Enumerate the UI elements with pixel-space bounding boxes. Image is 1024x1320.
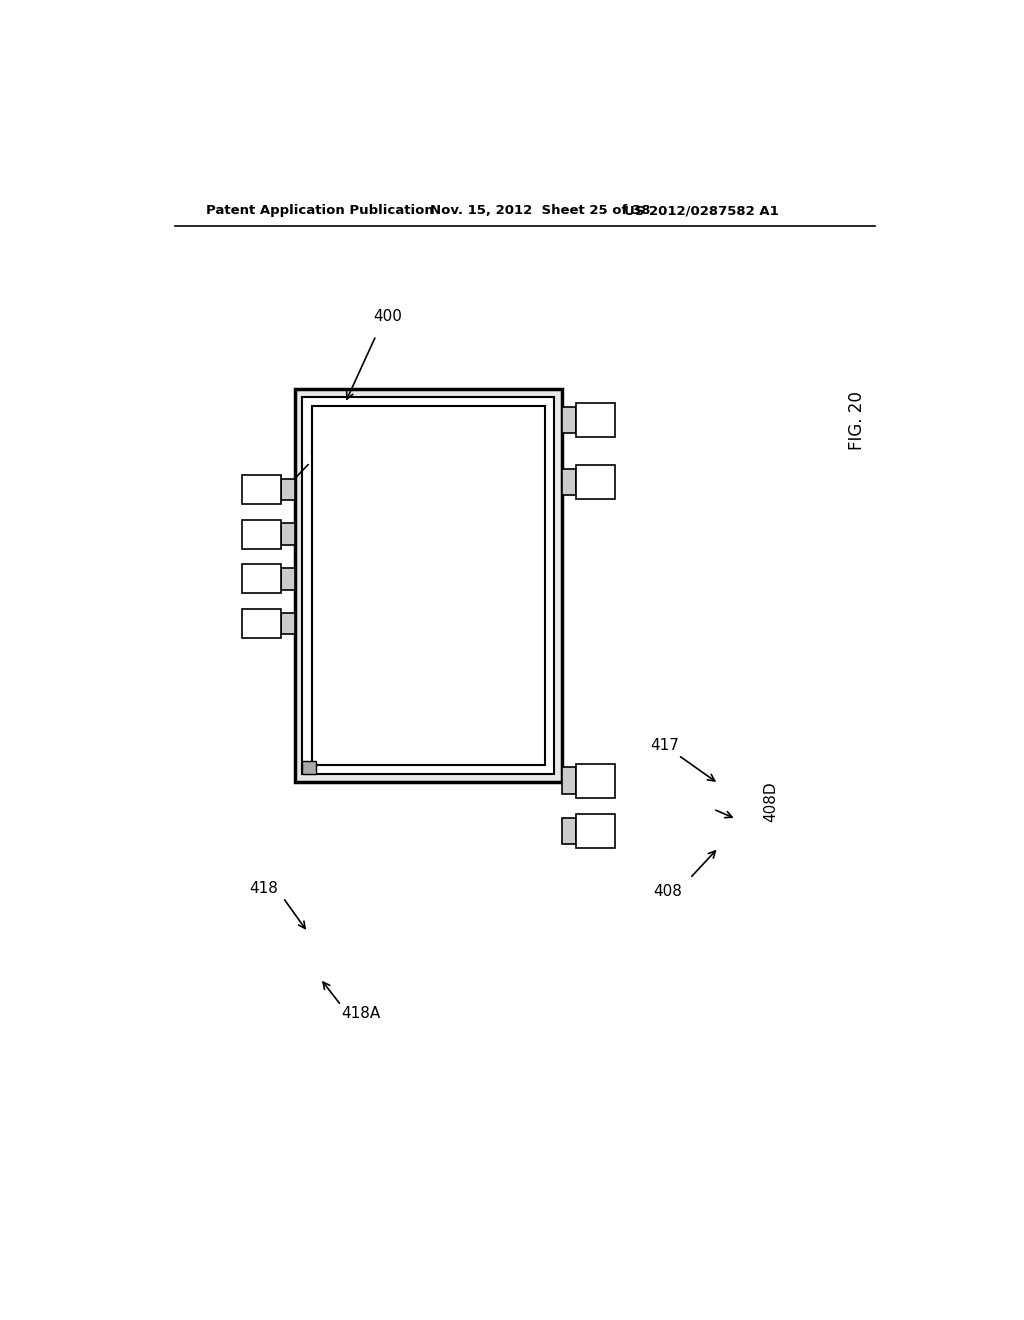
Text: 408: 408 [653,884,683,899]
Bar [281,479,295,500]
Bar [242,520,281,549]
Text: FIG. 20: FIG. 20 [848,391,865,450]
Bar [281,524,295,545]
Bar [562,469,575,495]
Bar [575,465,614,499]
Text: Nov. 15, 2012  Sheet 25 of 38: Nov. 15, 2012 Sheet 25 of 38 [430,205,650,218]
Bar [311,407,545,766]
Text: 408: 408 [309,444,339,458]
Bar [562,818,575,845]
Text: 408D: 408D [764,781,778,821]
Bar [575,814,614,849]
Bar [242,609,281,638]
Bar [302,397,554,775]
Bar [562,407,575,433]
Bar [281,612,295,635]
Bar [242,475,281,504]
Bar [281,568,295,590]
Bar [295,389,562,781]
Bar [302,760,316,775]
Text: 418: 418 [249,880,279,896]
Text: Patent Application Publication: Patent Application Publication [206,205,433,218]
Bar [242,564,281,594]
Bar [575,404,614,437]
Bar [575,763,614,797]
Bar [562,767,575,793]
Text: 400: 400 [373,309,402,323]
Text: 418A: 418A [341,1006,380,1020]
Text: 417: 417 [650,738,680,752]
Text: US 2012/0287582 A1: US 2012/0287582 A1 [624,205,778,218]
